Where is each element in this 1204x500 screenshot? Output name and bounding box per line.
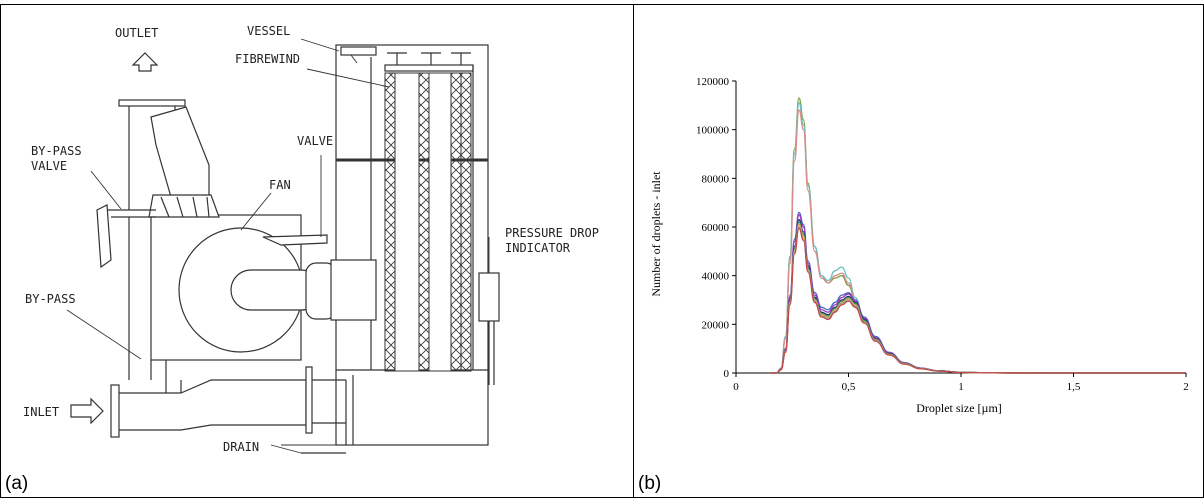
chart-series-group [769, 97, 1186, 374]
y-tick-label: 0 [724, 368, 730, 380]
bypass-valve-body [96, 204, 112, 269]
label-bypass-valve-1: BY-PASS [31, 144, 82, 158]
inlet-inner-flange [305, 366, 313, 434]
label-drain: DRAIN [223, 440, 259, 454]
droplet-size-chart: 0 0,5 1 1,5 2 0 20000 40000 60000 80000 100000 1200… [649, 76, 1189, 415]
chart-xlabel: Droplet size [µm] [916, 401, 1002, 415]
valve-body [262, 234, 328, 246]
series-line-4 [769, 211, 1186, 374]
x-tick-label: 2 [1183, 381, 1189, 393]
fibrewind-cartridge-1-core [394, 72, 420, 372]
series-line-7 [769, 221, 1186, 374]
fibrewind-cartridge-3-right [460, 72, 472, 372]
x-tick-label: 0 [733, 381, 739, 393]
y-tick-label: 20000 [702, 319, 730, 331]
label-pressure-2: INDICATOR [505, 241, 571, 255]
inlet-arrow-icon [70, 397, 104, 425]
series-line-9 [769, 226, 1186, 374]
label-bypass: BY-PASS [25, 292, 76, 306]
inlet-flange [110, 384, 120, 438]
y-tick-label: 100000 [696, 125, 730, 137]
series-line-5 [769, 214, 1186, 374]
duct-connector [330, 259, 377, 321]
label-vessel: VESSEL [247, 24, 290, 38]
label-fan: FAN [269, 178, 291, 192]
pressure-indicator-box [478, 272, 500, 322]
outlet-pipe [150, 106, 210, 198]
x-tick-label: 1 [958, 381, 964, 393]
y-tick-label: 40000 [702, 271, 730, 283]
label-pressure-1: PRESSURE DROP [505, 226, 599, 240]
y-tick-label: 120000 [696, 76, 730, 88]
chart-ylabel: Number of droplets - inlet [649, 171, 663, 297]
panel-b: 0 0,5 1 1,5 2 0 20000 40000 60000 80000 100000 1200… [633, 4, 1204, 498]
chart-ticks: 0 0,5 1 1,5 2 0 20000 40000 60000 80000 100000 1200… [696, 76, 1189, 393]
label-valve: VALVE [297, 134, 333, 148]
series-line-1 [769, 97, 1186, 374]
series-line-8 [769, 223, 1186, 374]
series-line-2 [769, 102, 1186, 374]
outlet-flange [118, 99, 186, 107]
label-outlet: OUTLET [115, 26, 158, 40]
series-line-3 [769, 109, 1186, 374]
vessel-top-plate [384, 64, 474, 72]
label-bypass-valve-2: VALVE [31, 159, 67, 173]
vessel-lid [340, 46, 377, 56]
series-line-10 [769, 227, 1186, 374]
inlet-reducer [180, 379, 307, 431]
x-tick-label: 0,5 [842, 381, 856, 393]
label-inlet: INLET [23, 405, 59, 419]
fibrewind-cartridge-2-core [428, 72, 452, 372]
y-tick-label: 60000 [702, 222, 730, 234]
label-fibrewind: FIBREWIND [235, 52, 300, 66]
equipment-diagram: OUTLET VESSEL FIBREWIND BY-PASS VALVE VA… [23, 24, 599, 454]
panel-letter-b: (b) [638, 473, 662, 494]
outlet-arrow-icon [131, 52, 159, 72]
panel-a: OUTLET VESSEL FIBREWIND BY-PASS VALVE VA… [0, 4, 634, 498]
fibrewind-cartridge-3-left [450, 72, 462, 372]
fibrewind-cartridge-1-left [384, 72, 396, 372]
panel-letter-a: (a) [5, 473, 29, 494]
x-tick-label: 1,5 [1067, 381, 1081, 393]
fibrewind-cartridge-2-left [418, 72, 430, 372]
y-tick-label: 80000 [702, 173, 730, 185]
series-line-6 [769, 219, 1186, 374]
